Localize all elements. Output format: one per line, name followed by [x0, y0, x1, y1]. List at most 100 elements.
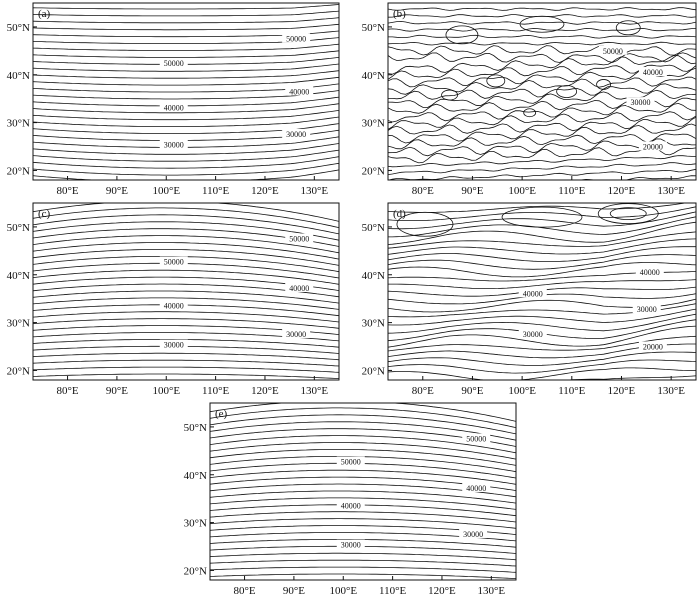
contour-line — [388, 351, 696, 366]
contour-value-label: 30000 — [341, 541, 361, 550]
contour-line — [388, 367, 696, 380]
y-tick-label: 40°N — [7, 270, 30, 282]
contour-loop — [615, 20, 641, 36]
contour-loop — [556, 85, 578, 98]
y-tick-label: 20°N — [362, 165, 385, 177]
y-tick-label: 40°N — [184, 470, 207, 482]
contour-line — [388, 238, 696, 255]
contour-value-label: 50000 — [341, 457, 361, 466]
panel-frame — [32, 202, 340, 381]
contour-loop — [609, 207, 647, 221]
contour-line — [33, 156, 339, 169]
contour-line — [561, 375, 696, 380]
contour-value-label: 40000 — [164, 103, 184, 112]
contour-line — [33, 297, 339, 310]
contour-line — [210, 421, 516, 441]
x-tick-label: 80°E — [233, 585, 255, 597]
contour-line — [33, 162, 339, 176]
contour-line — [33, 221, 339, 241]
contour-line — [33, 214, 339, 235]
contour-line — [388, 45, 696, 56]
contour-loop — [501, 206, 583, 228]
y-tick-label: 30°N — [7, 118, 30, 130]
y-tick-label: 50°N — [7, 222, 30, 234]
x-tick-label: 90°E — [461, 185, 483, 197]
panel-a: 50000 50000 40000 40000 30000 30000 (a) 80°E 90°… — [7, 2, 340, 197]
y-tick-label: 20°N — [7, 165, 30, 177]
contour-line — [388, 221, 696, 245]
x-tick-label: 120°E — [251, 185, 279, 197]
contour-line — [210, 559, 516, 567]
x-tick-label: 100°E — [508, 385, 536, 397]
contour-line — [33, 366, 339, 373]
contour-line — [388, 55, 696, 75]
contour-line — [33, 290, 339, 304]
contour-line — [33, 17, 339, 24]
contour-line — [388, 52, 696, 63]
y-tick-label: 30°N — [7, 318, 30, 330]
contour-value-label: 50000 — [603, 47, 623, 56]
contour-value-label: 20000 — [643, 142, 663, 151]
contour-line — [388, 216, 696, 238]
contour-line — [33, 116, 339, 127]
contour-line — [33, 4, 339, 10]
contour-line — [33, 235, 339, 254]
contour-line — [210, 403, 516, 422]
panel-label: (c) — [38, 208, 51, 220]
contour-line — [579, 175, 696, 180]
contour-line — [388, 76, 696, 95]
panel-label: (d) — [393, 208, 406, 220]
contour-line — [33, 311, 339, 323]
x-tick-label: 90°E — [106, 185, 128, 197]
panel-frame — [209, 402, 517, 581]
contour-value-label: 30000 — [637, 305, 657, 314]
contour-value-label: 40000 — [289, 284, 309, 293]
contour-value-label: 30000 — [523, 330, 543, 339]
contour-line — [388, 20, 696, 25]
x-tick-label: 130°E — [301, 185, 329, 197]
contour-line — [388, 279, 696, 289]
contour-loop — [596, 79, 611, 90]
contour-line — [388, 83, 696, 100]
contour-value-label: 40000 — [523, 289, 543, 298]
contour-value-label: 50000 — [466, 434, 486, 443]
contour-loop — [523, 108, 537, 118]
panel-frame — [387, 202, 697, 381]
contour-value-label: 50000 — [289, 234, 309, 243]
contour-line — [33, 43, 339, 51]
contour-value-label: 30000 — [286, 130, 306, 139]
contour-value-label: 30000 — [164, 341, 184, 350]
contour-value-label: 30000 — [631, 98, 651, 107]
contour-line — [33, 203, 339, 222]
contour-value-label: 40000 — [341, 502, 361, 511]
panel-label: (e) — [215, 408, 228, 420]
contour-line — [388, 27, 696, 32]
contour-loop — [441, 89, 459, 101]
contour-line — [33, 149, 339, 162]
contour-line — [388, 123, 696, 144]
contour-line — [33, 103, 339, 114]
y-tick-label: 50°N — [362, 22, 385, 34]
x-tick-label: 130°E — [657, 185, 685, 197]
contour-value-label: 40000 — [164, 302, 184, 311]
contour-loop — [396, 211, 454, 237]
contour-line — [210, 414, 516, 435]
x-tick-label: 80°E — [412, 185, 434, 197]
y-tick-label: 20°N — [362, 365, 385, 377]
contour-line — [210, 435, 516, 454]
contour-line — [388, 325, 696, 348]
contour-line — [210, 566, 516, 573]
x-tick-label: 120°E — [251, 385, 279, 397]
contour-line — [33, 318, 339, 329]
x-tick-label: 130°E — [478, 585, 506, 597]
contour-line — [388, 254, 696, 270]
panel-e: 50000 50000 40000 40000 30000 30000 (e) 80°E 90°… — [184, 402, 517, 597]
x-tick-label: 80°E — [412, 385, 434, 397]
contour-line — [33, 70, 339, 79]
y-tick-label: 40°N — [362, 270, 385, 282]
x-tick-label: 110°E — [379, 585, 406, 597]
y-tick-label: 30°N — [184, 518, 207, 530]
contour-lines-b — [388, 7, 696, 180]
contour-line — [388, 203, 688, 213]
